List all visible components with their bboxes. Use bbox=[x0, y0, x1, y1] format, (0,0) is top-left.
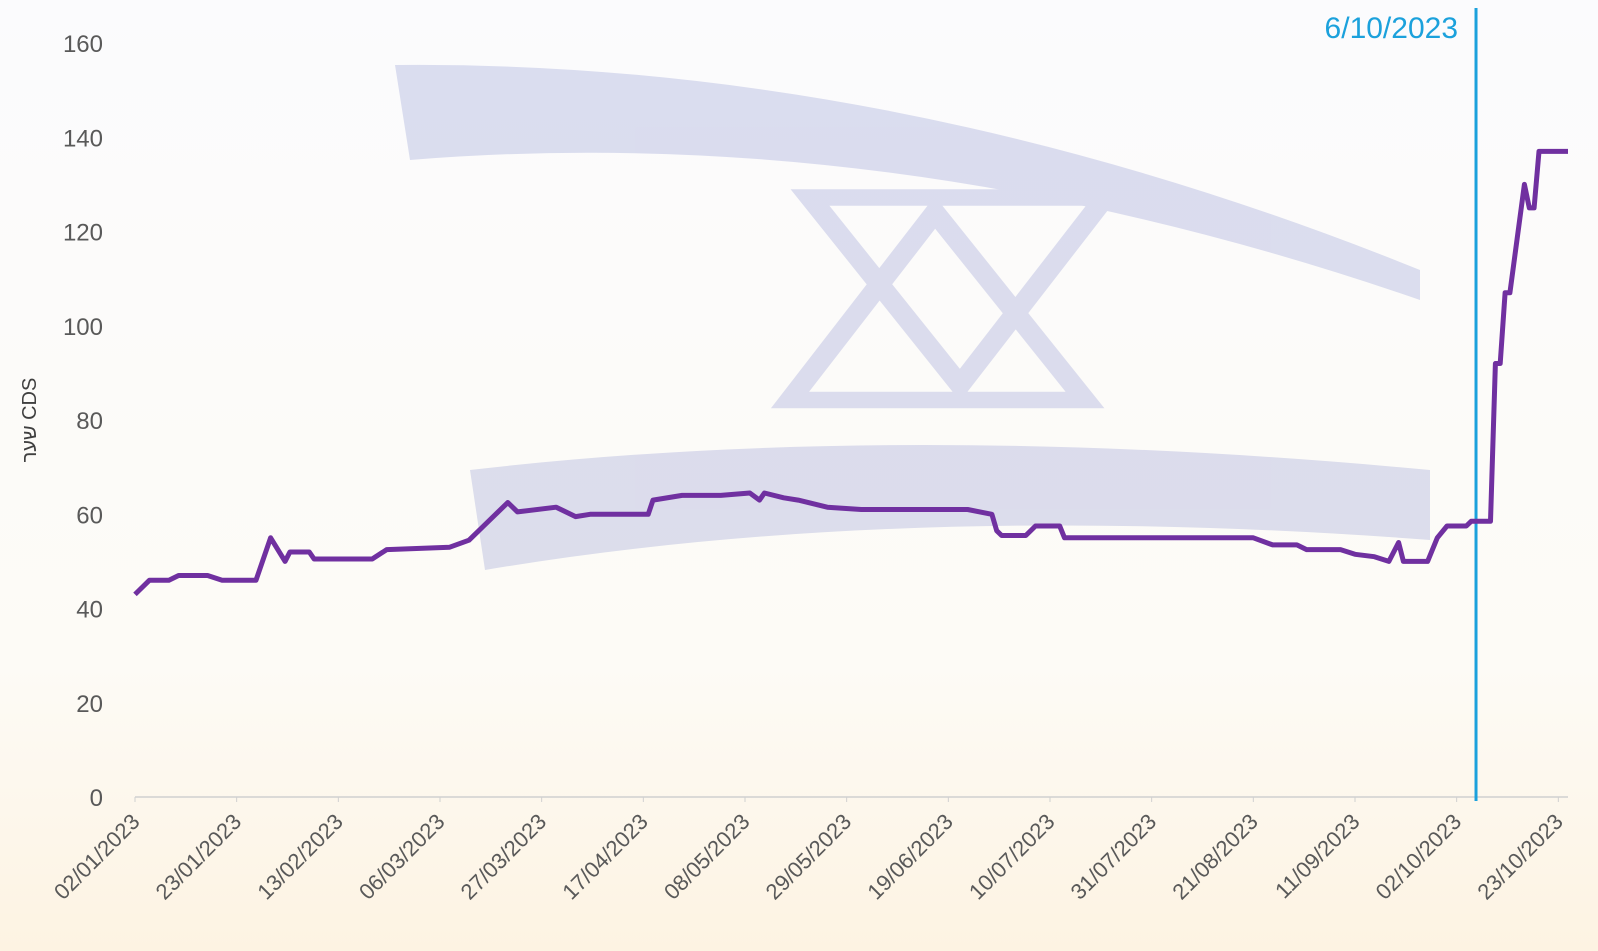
chart: שער CDS 02040608010012014016002/01/20232… bbox=[0, 0, 1598, 951]
y-tick-label: 60 bbox=[76, 502, 103, 529]
y-tick-label: 80 bbox=[76, 408, 103, 435]
annotation-label: 6/10/2023 bbox=[1325, 12, 1458, 45]
y-tick-label: 40 bbox=[76, 597, 103, 624]
y-tick-label: 20 bbox=[76, 691, 103, 718]
y-tick-label: 120 bbox=[63, 220, 103, 247]
y-tick-label: 160 bbox=[63, 31, 103, 58]
y-tick-label: 140 bbox=[63, 125, 103, 152]
y-axis-label: שער CDS bbox=[19, 378, 41, 463]
y-tick-label: 0 bbox=[90, 785, 103, 812]
y-tick-label: 100 bbox=[63, 314, 103, 341]
